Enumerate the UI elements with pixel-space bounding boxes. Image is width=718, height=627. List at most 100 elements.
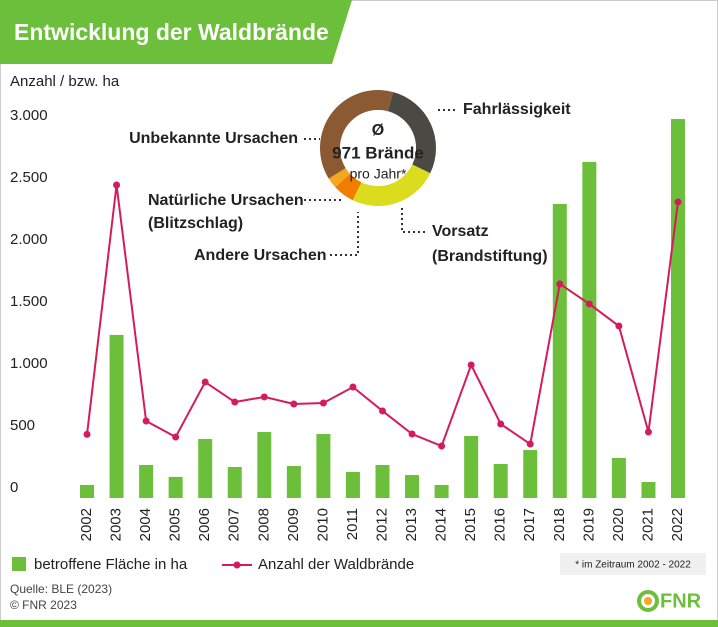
- point: [674, 198, 682, 206]
- bar: [109, 334, 124, 498]
- point: [201, 378, 209, 386]
- point: [260, 393, 268, 401]
- footnote: * im Zeitraum 2002 - 2022: [575, 560, 691, 571]
- bar: [523, 450, 538, 498]
- title-banner: [0, 0, 352, 64]
- x-tick-label: 2013: [403, 508, 420, 541]
- legend-swatch: [233, 561, 241, 569]
- donut-hole: [340, 110, 416, 186]
- y-tick-label: 2.500: [10, 169, 48, 186]
- y-tick-label: 500: [10, 417, 35, 434]
- leader: [330, 212, 359, 256]
- bar: [168, 476, 183, 498]
- footnote-box: [560, 553, 706, 575]
- x-tick-label: 2015: [462, 508, 479, 541]
- donut-label: Andere Ursachen: [194, 247, 327, 264]
- donut-label: Vorsatz: [432, 223, 489, 240]
- point: [438, 442, 446, 450]
- donut-label: Fahrlässigkeit: [463, 101, 571, 118]
- bar: [316, 434, 331, 498]
- x-tick-label: 2009: [285, 508, 302, 541]
- legend-label: betroffene Fläche in ha: [34, 556, 188, 573]
- bar: [552, 203, 567, 498]
- point: [556, 280, 564, 288]
- donut-slice: [352, 164, 431, 206]
- y-tick-label: 3.000: [10, 107, 48, 124]
- x-tick-label: 2007: [226, 508, 243, 541]
- bar: [434, 484, 449, 498]
- point: [467, 361, 475, 369]
- x-tick-label: 2018: [551, 508, 568, 541]
- point: [644, 428, 652, 436]
- bottom-strip: [0, 620, 718, 627]
- point: [172, 433, 180, 441]
- bar: [286, 466, 301, 498]
- bar: [139, 465, 154, 498]
- x-tick-label: 2019: [580, 508, 597, 541]
- x-tick-label: 2021: [639, 508, 656, 541]
- donut-label: Unbekannte Ursachen: [129, 130, 298, 147]
- chart-title: Entwicklung der Waldbrände: [14, 19, 329, 45]
- donut-center: Ø: [372, 122, 384, 139]
- x-tick-label: 2002: [78, 508, 95, 541]
- point: [615, 322, 623, 330]
- x-tick-label: 2017: [521, 508, 538, 541]
- bar: [611, 457, 626, 498]
- bar: [582, 161, 597, 498]
- point: [585, 300, 593, 308]
- bar: [80, 484, 94, 498]
- bar: [464, 436, 479, 498]
- donut-label: (Brandstiftung): [432, 248, 548, 265]
- x-tick-label: 2012: [373, 508, 390, 541]
- copyright: © FNR 2023: [10, 598, 77, 612]
- donut-label: (Blitzschlag): [148, 215, 243, 232]
- bar: [227, 467, 242, 498]
- bar: [493, 464, 508, 498]
- x-tick-label: 2004: [137, 508, 154, 541]
- x-tick-label: 2016: [492, 508, 509, 541]
- point: [113, 181, 121, 189]
- point: [142, 417, 150, 425]
- bar: [671, 119, 685, 498]
- x-tick-label: 2005: [167, 508, 184, 541]
- donut: [320, 90, 436, 206]
- point: [290, 400, 298, 408]
- donut-center: pro Jahr*: [350, 166, 407, 182]
- donut-slice: [335, 173, 362, 201]
- x-tick-label: 2010: [314, 508, 331, 541]
- x-tick-label: 2014: [433, 508, 450, 541]
- legend-label: Anzahl der Waldbrände: [258, 556, 414, 573]
- logo-icon: [637, 590, 659, 612]
- x-tick-label: 2006: [196, 508, 213, 541]
- point: [408, 430, 416, 438]
- x-tick-label: 2011: [344, 508, 361, 540]
- leader: [401, 208, 426, 233]
- y-tick-label: 1.000: [10, 355, 48, 372]
- bar: [257, 432, 272, 498]
- y-tick-label: 1.500: [10, 293, 48, 310]
- x-tick-label: 2003: [108, 508, 125, 541]
- y-tick-label: 0: [10, 479, 18, 496]
- x-tick-label: 2020: [610, 508, 627, 541]
- legend-swatch: [12, 557, 26, 571]
- donut-slice: [387, 91, 436, 174]
- point: [349, 383, 357, 391]
- logo: FNR: [660, 590, 702, 612]
- bar: [641, 482, 656, 498]
- x-tick-label: 2022: [669, 508, 686, 541]
- y-tick-label: 2.000: [10, 231, 48, 248]
- point: [231, 398, 239, 406]
- y-axis-label: Anzahl / bzw. ha: [10, 73, 120, 90]
- bar: [345, 471, 360, 498]
- donut-center: 971 Brände: [332, 143, 424, 162]
- point: [379, 407, 386, 415]
- bar: [405, 475, 420, 498]
- point: [83, 430, 91, 438]
- point: [319, 399, 327, 407]
- donut-slice: [328, 168, 351, 188]
- logo-icon: [644, 597, 652, 605]
- x-tick-label: 2008: [255, 508, 272, 541]
- point: [497, 420, 505, 428]
- donut-slice: [320, 90, 394, 179]
